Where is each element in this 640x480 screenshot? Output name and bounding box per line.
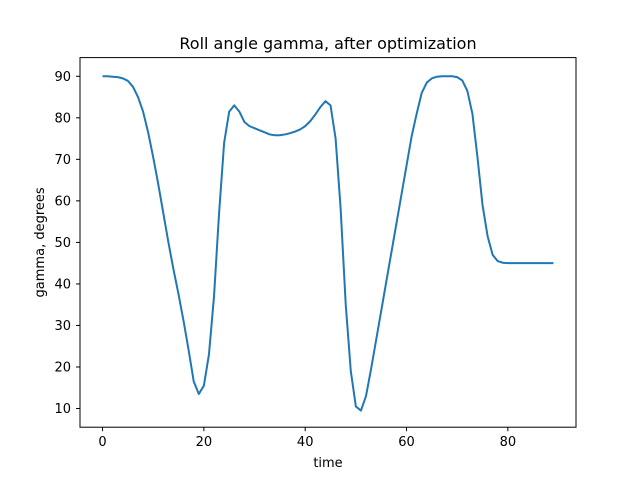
y-axis-label: gamma, degrees — [33, 187, 48, 297]
series-group — [102, 75, 554, 412]
y-tick-label: 50 — [54, 236, 71, 251]
y-tick-label: 30 — [54, 319, 71, 334]
x-tick-label: 40 — [297, 435, 314, 450]
x-tick-label: 20 — [196, 435, 213, 450]
y-tick-label: 80 — [54, 111, 71, 126]
x-tick-label: 80 — [500, 435, 517, 450]
y-tick-label: 60 — [54, 194, 71, 209]
x-axis-label: time — [313, 456, 342, 471]
y-tick-label: 20 — [54, 360, 71, 375]
x-tick-label: 0 — [98, 435, 106, 450]
y-axis-ticks: 10 20 30 40 50 60 70 80 90 — [54, 70, 80, 417]
y-tick-label: 10 — [54, 402, 71, 417]
series-line-0 — [102, 75, 554, 412]
y-tick-label: 90 — [54, 70, 71, 85]
chart-title: Roll angle gamma, after optimization — [179, 34, 476, 53]
y-tick-label: 40 — [54, 277, 71, 292]
x-axis-ticks: 0 20 40 60 80 — [98, 427, 516, 450]
plot-area — [80, 57, 576, 428]
y-tick-label: 70 — [54, 153, 71, 168]
x-tick-label: 60 — [398, 435, 415, 450]
